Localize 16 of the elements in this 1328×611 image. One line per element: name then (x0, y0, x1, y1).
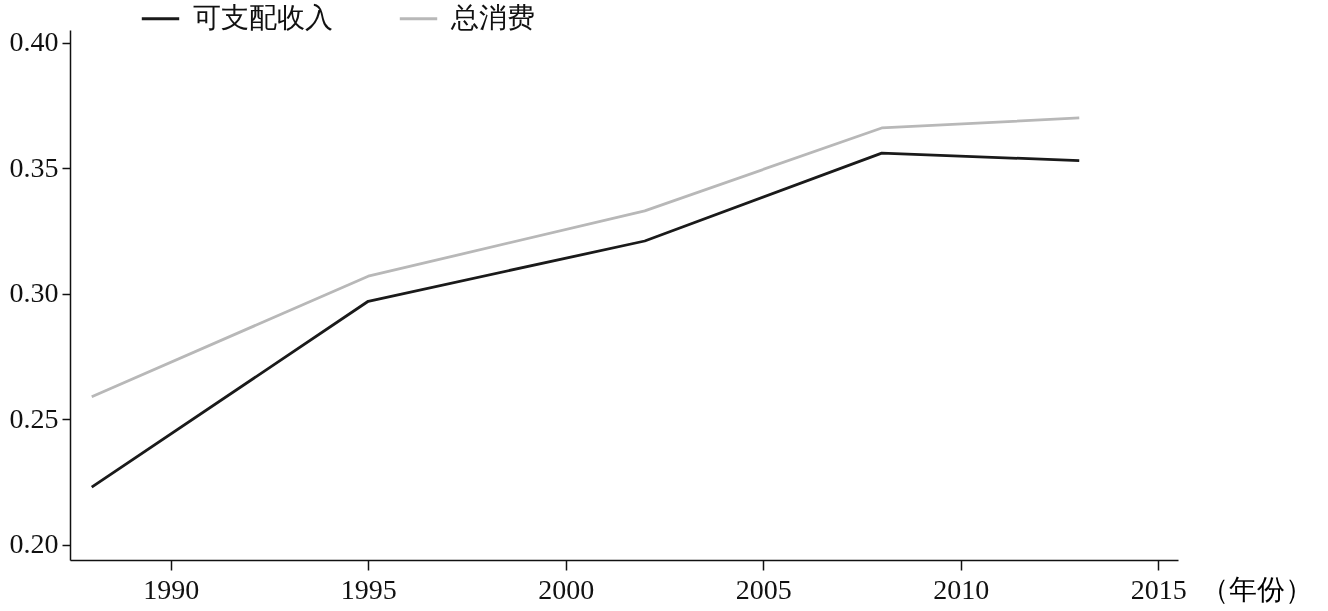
x-tick-label: 2010 (933, 573, 990, 605)
y-tick-label: 0.25 (9, 402, 59, 434)
y-tick-label: 0.40 (9, 26, 59, 58)
x-tick-label: 2005 (735, 573, 792, 605)
y-tick-label: 0.20 (9, 528, 59, 560)
legend-label: 总消费 (450, 1, 535, 33)
x-axis-title: （年份） (1200, 573, 1313, 605)
y-tick-label: 0.30 (9, 277, 59, 309)
x-tick-label: 2000 (538, 573, 595, 605)
x-tick-label: 1990 (143, 573, 200, 605)
legend-label: 可支配收入 (193, 1, 333, 33)
line-series (90, 151, 1081, 489)
x-tick-label: 1995 (340, 573, 397, 605)
x-tick-label: 2015 (1130, 573, 1187, 605)
line-series (90, 116, 1081, 399)
y-tick-label: 0.35 (9, 151, 59, 183)
